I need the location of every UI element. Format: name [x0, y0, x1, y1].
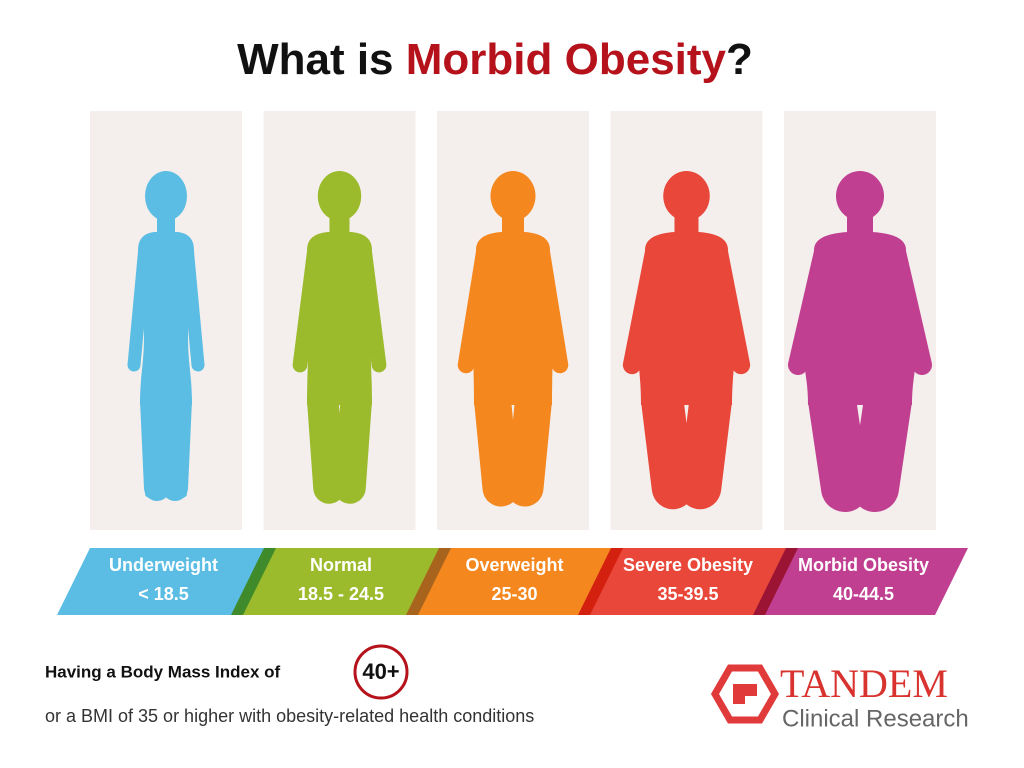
title-suffix: ? — [726, 35, 753, 84]
head — [145, 171, 187, 221]
foot — [145, 489, 165, 499]
arm — [457, 243, 493, 374]
arm — [181, 245, 205, 372]
logo-name: TANDEM — [780, 661, 948, 706]
silhouette — [457, 171, 569, 507]
foot — [489, 489, 509, 499]
logo-mark-inner — [733, 684, 757, 704]
leg — [162, 387, 192, 501]
arm — [886, 242, 932, 375]
band-segment — [57, 548, 270, 615]
foot — [342, 489, 362, 499]
foot — [167, 489, 187, 499]
arm — [292, 244, 322, 373]
logo: TANDEM Clinical Research — [710, 661, 969, 732]
arm — [622, 242, 664, 375]
neck — [329, 212, 350, 236]
leg — [506, 381, 552, 507]
head — [836, 171, 884, 221]
band-divider — [231, 548, 276, 615]
band-label: Underweight — [109, 555, 218, 575]
neck — [157, 212, 175, 236]
band-label: Overweight — [465, 555, 563, 575]
head — [317, 171, 362, 221]
badge: 40+ — [362, 659, 399, 684]
arm — [709, 242, 751, 375]
leg — [851, 376, 912, 512]
foot — [692, 489, 712, 499]
footer-line2: or a BMI of 35 or higher with obesity-re… — [45, 706, 534, 726]
foot — [317, 489, 337, 499]
foot — [867, 489, 887, 499]
band-divider — [578, 548, 623, 615]
silhouette — [788, 171, 932, 512]
torso — [473, 232, 553, 405]
band-segment — [759, 548, 968, 615]
title-prefix: What is — [237, 35, 406, 84]
leg — [140, 387, 170, 501]
band-divider — [753, 548, 798, 615]
band-segment — [412, 548, 617, 615]
band-label: Normal — [310, 555, 372, 575]
torso — [637, 232, 736, 405]
title: What is Morbid Obesity? — [237, 35, 753, 84]
logo-tagline: Clinical Research — [782, 705, 969, 732]
band-divider — [406, 548, 451, 615]
arm — [357, 244, 387, 373]
foot — [661, 489, 681, 499]
neck — [502, 212, 524, 236]
arm — [788, 242, 834, 375]
panels — [90, 111, 936, 530]
head — [663, 171, 710, 221]
torso — [138, 232, 194, 405]
torso — [307, 232, 372, 405]
band-range: 35-39.5 — [657, 584, 718, 604]
banner: Underweight < 18.5 Normal 18.5 - 24.5 Overwe… — [57, 548, 968, 615]
footer-line1: Having a Body Mass Index of — [45, 662, 281, 681]
arm — [127, 245, 151, 372]
arm — [533, 243, 569, 374]
silhouette — [127, 171, 205, 501]
band-label: Severe Obesity — [623, 555, 753, 575]
band-range: 18.5 - 24.5 — [298, 584, 384, 604]
silhouette — [622, 171, 751, 510]
logo-mark — [710, 664, 780, 724]
band-segment — [584, 548, 792, 615]
leg — [474, 381, 520, 507]
band-range: 40-44.5 — [833, 584, 894, 604]
foot — [833, 489, 853, 499]
leg — [678, 378, 732, 510]
silhouette — [292, 171, 387, 504]
leg — [641, 378, 695, 510]
band-range: < 18.5 — [138, 584, 189, 604]
title-highlight: Morbid Obesity — [406, 35, 727, 84]
badge-circle — [353, 644, 409, 700]
band-segment — [237, 548, 445, 615]
band-range: 25-30 — [491, 584, 537, 604]
leg — [334, 384, 372, 504]
torso — [802, 232, 918, 405]
head — [490, 171, 536, 221]
foot — [517, 489, 537, 499]
leg — [307, 384, 345, 504]
leg — [808, 376, 869, 512]
band-label: Morbid Obesity — [798, 555, 929, 575]
